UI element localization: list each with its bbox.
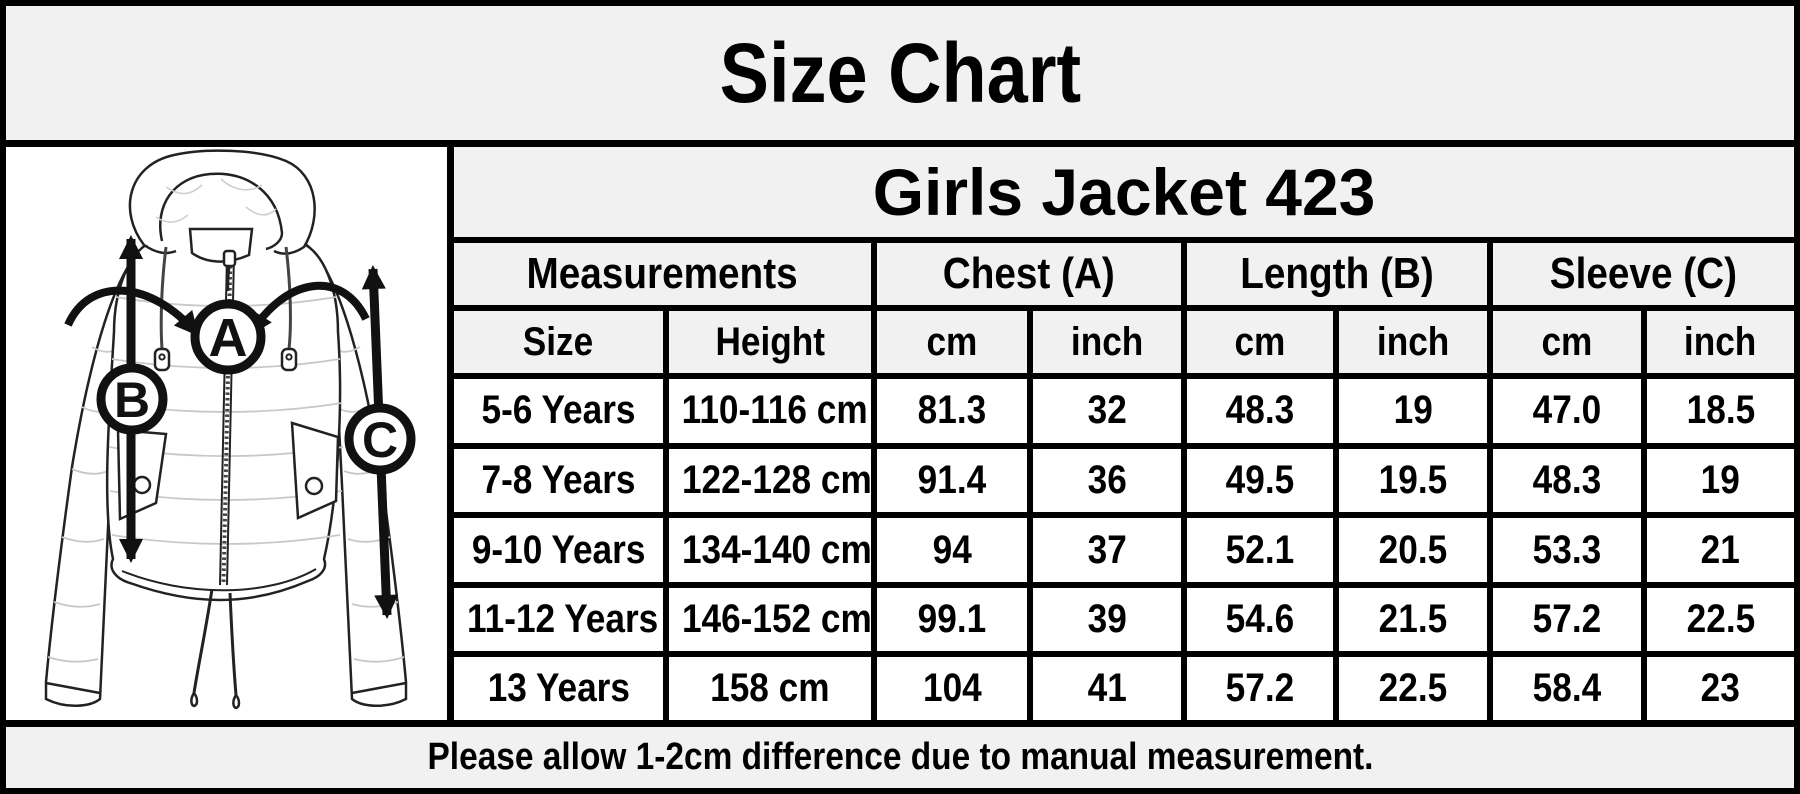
value-cell: 19 [1333,373,1493,449]
table-row: 13 Years 158 cm 104 41 57.2 22.5 58.4 23 [454,651,1795,720]
hood-crinkle-lines [155,178,277,223]
table-row: 5-6 Years 110-116 cm 81.3 32 48.3 19 47.0 18.5 [454,373,1795,449]
hood-drawstrings [153,246,298,372]
header-length: Length (B) [1181,237,1493,311]
value-cell: 41 [1027,651,1187,720]
table-row: 7-8 Years 122-128 cm 91.4 36 49.5 19.5 48.3 19 [454,442,1795,519]
value-cell: 21.5 [1333,581,1493,658]
value-cell: 39 [1027,581,1187,658]
size-table: Girls Jacket 423 Measurements Chest (A) … [454,147,1795,720]
value-cell: 19 [1640,442,1795,519]
value-cell: 47.0 [1487,373,1647,449]
sleeve-badge-label: C [362,412,398,468]
table-row: 9-10 Years 134-140 cm 94 37 52.1 20.5 53.3 21 [454,512,1795,588]
subheader-length-cm: cm [1181,305,1339,379]
value-cell: 32 [1027,373,1187,449]
page-title: Size Chart [719,26,1081,120]
jacket-hood [128,149,316,255]
product-title-cell: Girls Jacket 423 [454,147,1795,243]
value-cell: 99.1 [871,581,1033,658]
value-cell: 48.3 [1487,442,1647,519]
value-cell: 49.5 [1181,442,1339,519]
length-badge-label: B [114,372,150,428]
subheader-chest-inch: inch [1027,305,1187,379]
sub-header-row: Size Height cm inch cm inch cm inch [454,305,1795,379]
header-sleeve: Sleeve (C) [1486,237,1795,311]
size-table-body: 5-6 Years 110-116 cm 81.3 32 48.3 19 47.0 18.5 7… [454,373,1795,720]
measurement-badges: A B C [96,299,416,475]
table-row: 11-12 Years 146-152 cm 99.1 39 54.6 21.5 57.2 2… [454,581,1795,658]
hem-drawstrings [190,588,241,710]
value-cell: 94 [871,512,1033,588]
subheader-sleeve-cm: cm [1487,305,1647,379]
group-header-row: Measurements Chest (A) Length (B) Sleeve… [454,237,1795,311]
subheader-chest-cm: cm [871,305,1033,379]
value-cell: 53.3 [1487,512,1647,588]
value-cell: 21 [1640,512,1795,588]
size-cell: 13 Years [454,651,669,720]
product-title-row: Girls Jacket 423 [454,147,1795,243]
value-cell: 91.4 [871,442,1033,519]
product-title: Girls Jacket 423 [872,155,1376,229]
value-cell: 57.2 [1487,581,1647,658]
jacket-illustration: A B C [44,149,416,710]
value-cell: 52.1 [1181,512,1339,588]
value-cell: 36 [1027,442,1187,519]
value-cell: 54.6 [1181,581,1339,658]
value-cell: 104 [871,651,1033,720]
value-cell: 18.5 [1640,373,1795,449]
header-measurements: Measurements [454,237,877,311]
size-cell: 5-6 Years [454,373,669,449]
value-cell: 134-140 cm [663,512,877,588]
value-cell: 81.3 [871,373,1033,449]
jacket-zipper [188,227,254,586]
value-cell: 48.3 [1181,373,1339,449]
header-chest: Chest (A) [871,237,1187,311]
value-cell: 22.5 [1333,651,1493,720]
value-cell: 23 [1640,651,1795,720]
length-badge [96,363,168,435]
value-cell: 19.5 [1333,442,1493,519]
value-cell: 158 cm [663,651,877,720]
chest-badge [190,299,266,375]
jacket-diagram-panel: A B C [6,147,454,720]
value-cell: 110-116 cm [663,373,877,449]
subheader-height: Height [663,305,877,379]
size-cell: 7-8 Years [454,442,669,519]
value-cell: 22.5 [1640,581,1795,658]
chest-badge-label: A [209,308,248,368]
value-cell: 146-152 cm [663,581,877,658]
zipper-slider [222,249,237,268]
footer-note: Please allow 1-2cm difference due to man… [427,736,1373,778]
subheader-length-inch: inch [1333,305,1493,379]
pocket-right [290,421,340,520]
size-table-panel: Girls Jacket 423 Measurements Chest (A) … [454,147,1795,720]
subheader-size: Size [454,305,669,379]
sleeve-badge [344,403,416,475]
value-cell: 20.5 [1333,512,1493,588]
zipper-pull [226,265,231,292]
value-cell: 57.2 [1181,651,1339,720]
size-cell: 11-12 Years [454,581,669,658]
title-bar: Size Chart [6,6,1794,140]
chest-arrow-right [247,281,370,337]
value-cell: 58.4 [1487,651,1647,720]
size-cell: 9-10 Years [454,512,669,588]
subheader-sleeve-inch: inch [1640,305,1795,379]
value-cell: 37 [1027,512,1187,588]
value-cell: 122-128 cm [663,442,877,519]
footer-bar: Please allow 1-2cm difference due to man… [6,727,1794,788]
hem-line [121,568,317,592]
main-area: A B C Girl [6,140,1795,727]
